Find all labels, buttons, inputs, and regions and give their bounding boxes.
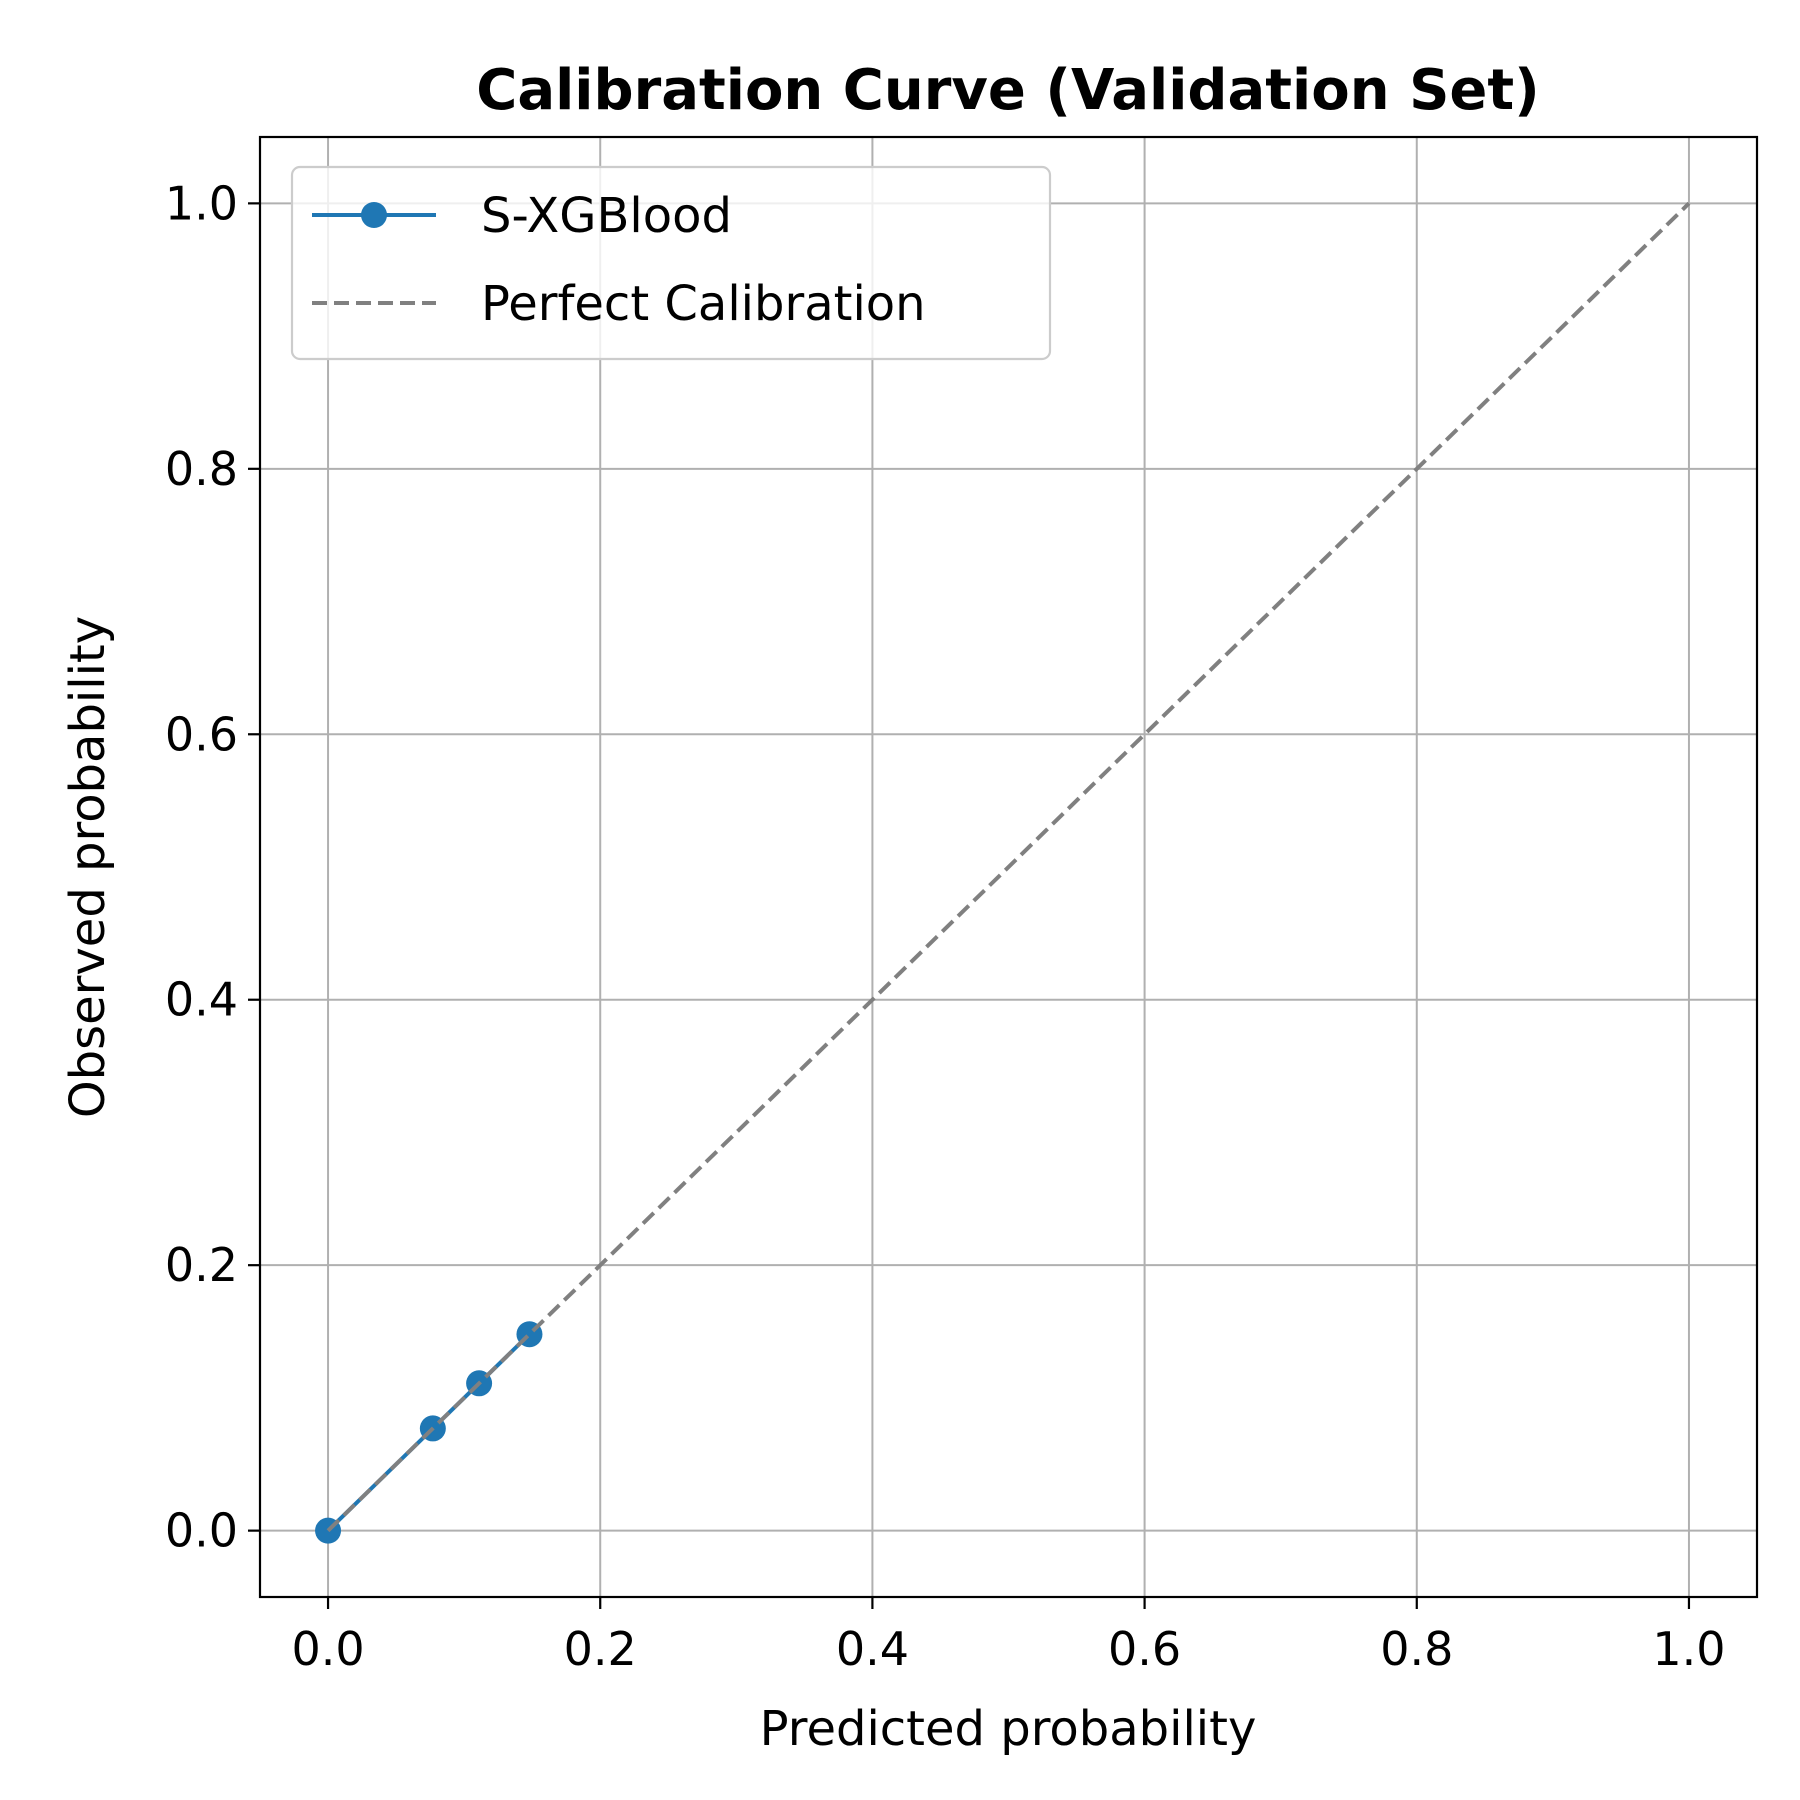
series-layer [315, 201, 1691, 1544]
x-axis-label: Predicted probability [760, 1701, 1257, 1757]
x-tick-label: 0.8 [1380, 1622, 1453, 1676]
legend-label-perfect-calibration: Perfect Calibration [481, 276, 926, 332]
y-tick-label: 1.0 [165, 176, 238, 230]
y-tick-label: 0.8 [165, 442, 238, 496]
x-tick-label: 0.6 [1108, 1622, 1181, 1676]
y-tick-label: 0.0 [165, 1504, 238, 1558]
legend-marker-s-xgblood [361, 202, 387, 228]
x-tick-label: 0.2 [564, 1622, 637, 1676]
y-tick-label: 0.2 [165, 1238, 238, 1292]
chart-title: Calibration Curve (Validation Set) [476, 58, 1540, 123]
y-tick-label: 0.6 [165, 707, 238, 761]
series-line-perfect-calibration [326, 201, 1691, 1533]
x-tick-label: 0.4 [836, 1622, 909, 1676]
y-tick-label: 0.4 [165, 973, 238, 1027]
axis-ticks: 0.0 0.2 0.4 0.6 0.8 1.0 0.0 0.2 0.4 0.6 0.8 1.0 [165, 176, 1726, 1676]
x-tick-label: 0.0 [291, 1622, 364, 1676]
plot-frame [258, 135, 1759, 1599]
legend-box [290, 165, 1052, 361]
x-tick-label: 1.0 [1652, 1622, 1725, 1676]
y-axis-label: Observed probability [60, 616, 116, 1118]
legend: S-XGBlood Perfect Calibration [290, 165, 1052, 361]
grid-lines [260, 137, 1757, 1597]
legend-label-s-xgblood: S-XGBlood [481, 188, 732, 244]
